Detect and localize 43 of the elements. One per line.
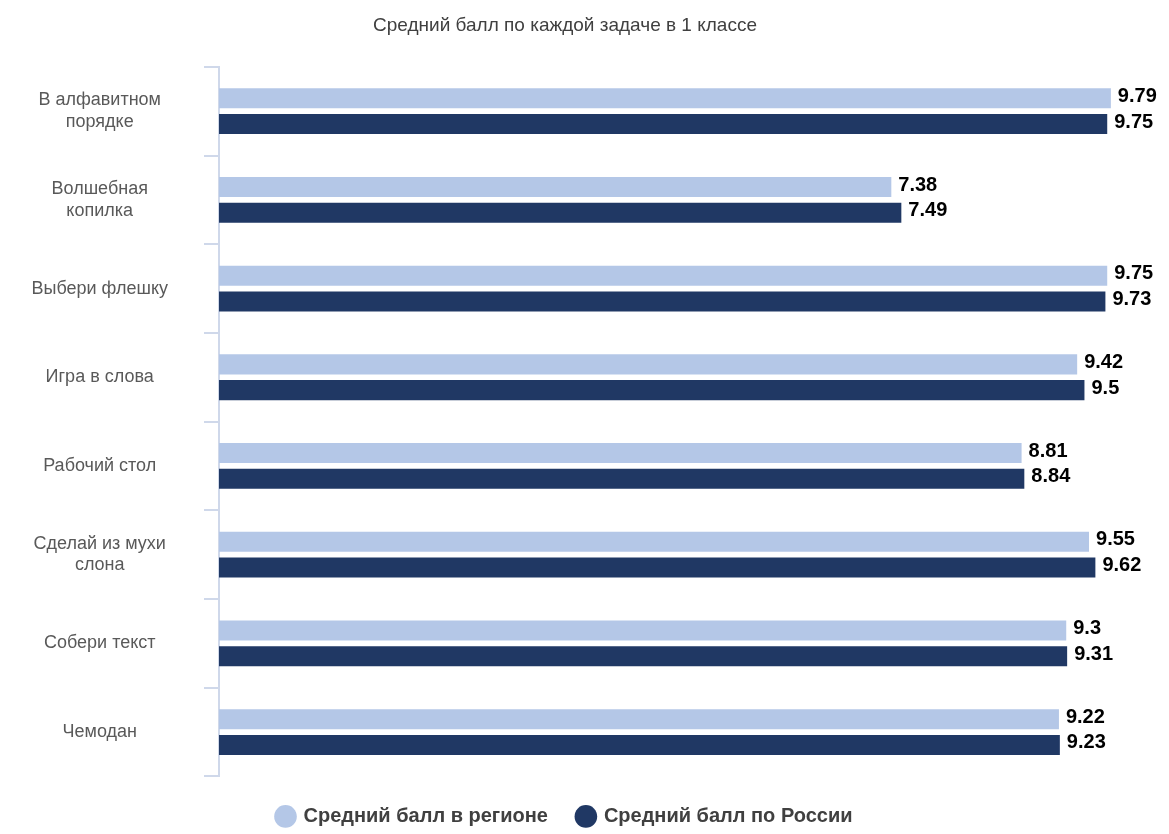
legend-label: Средний балл в регионе [303, 803, 548, 826]
bar [219, 291, 1106, 312]
bar [219, 620, 1067, 641]
bar [219, 531, 1090, 552]
data-label: 9.42 [1084, 349, 1124, 372]
bar [219, 202, 902, 223]
legend-label: Средний балл по России [603, 803, 853, 826]
y-tick-label: Чемодан [62, 721, 137, 742]
bar [219, 88, 1111, 109]
bar [219, 709, 1059, 730]
data-label: 8.84 [1031, 464, 1072, 487]
y-tick-label: Игра в слова [45, 366, 155, 387]
data-label: 9.5 [1091, 375, 1120, 398]
data-label: 7.49 [908, 198, 948, 221]
y-tick-label: Сделай из мухи слона [33, 532, 166, 575]
y-tick-label: Волшебная копилка [51, 178, 148, 220]
data-label: 9.31 [1074, 641, 1114, 664]
data-label: 9.73 [1112, 286, 1152, 309]
y-tick-label: Выбери флешку [31, 277, 168, 298]
bar [219, 113, 1108, 135]
y-tick-label: Собери текст [43, 632, 156, 653]
data-label: 9.22 [1065, 704, 1105, 727]
bar [219, 265, 1108, 286]
y-tick-label: Рабочий стол [43, 454, 157, 475]
data-label: 9.55 [1096, 527, 1135, 550]
y-tick-label: В алфавитном порядке [38, 89, 161, 131]
bar [219, 443, 1022, 464]
data-label: 9.23 [1066, 730, 1106, 753]
bar [219, 734, 1060, 755]
bar [219, 646, 1068, 667]
bar [219, 380, 1085, 401]
data-label: 9.62 [1102, 553, 1142, 576]
data-label: 9.3 [1073, 616, 1102, 638]
chart-title: Средний балл по каждой задаче в 1 классе [373, 13, 757, 35]
data-label: 9.75 [1114, 261, 1154, 284]
data-label: 9.79 [1117, 83, 1157, 106]
data-label: 9.75 [1114, 109, 1154, 132]
data-label: 7.38 [898, 172, 938, 195]
bar [219, 354, 1078, 375]
bar [219, 176, 892, 198]
data-label: 8.81 [1028, 438, 1068, 461]
bar [219, 468, 1025, 489]
bar [219, 557, 1096, 578]
